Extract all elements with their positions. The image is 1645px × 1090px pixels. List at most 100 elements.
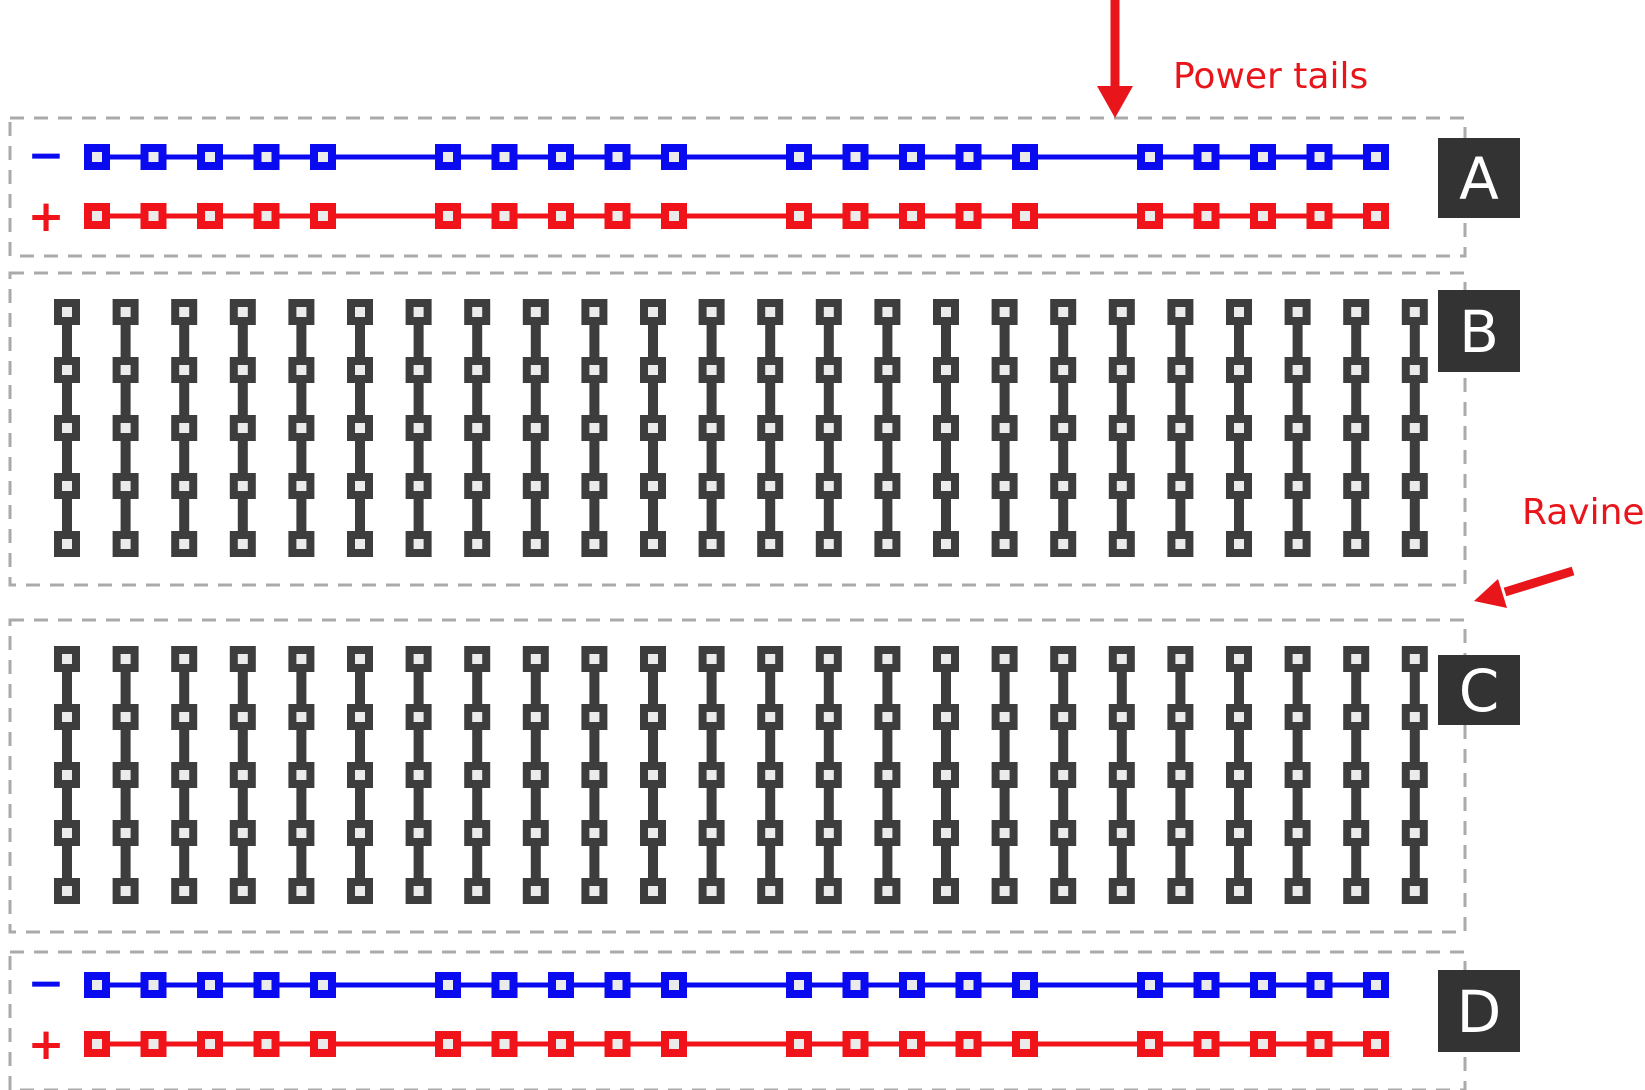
strip-hole-inner xyxy=(706,539,717,549)
strip-hole-inner xyxy=(413,828,424,838)
strip-hole-inner xyxy=(1351,654,1362,664)
strip-hole-inner xyxy=(413,770,424,780)
strip-hole-inner xyxy=(589,481,600,491)
rail-hole-inner xyxy=(1314,152,1325,162)
strip-hole-inner xyxy=(1175,654,1186,664)
strip-hole-inner xyxy=(1116,539,1127,549)
strip-hole-inner xyxy=(999,307,1010,317)
strip-hole-inner xyxy=(120,712,131,722)
strip-hole-inner xyxy=(120,886,131,896)
terminal-strips xyxy=(54,299,1428,904)
strip-hole-inner xyxy=(1234,539,1244,549)
rail-hole-inner xyxy=(205,1039,215,1049)
strip-hole-inner xyxy=(648,423,658,433)
rail-hole-inner xyxy=(1145,980,1155,990)
strip-hole-inner xyxy=(355,307,365,317)
rail-hole-inner xyxy=(1371,1039,1381,1049)
strip-hole-inner xyxy=(1292,307,1303,317)
rail-hole-inner xyxy=(205,211,215,221)
strip-hole-inner xyxy=(62,539,72,549)
strip-hole-inner xyxy=(882,481,893,491)
terminal-strip-b-column xyxy=(54,299,80,557)
strip-hole-inner xyxy=(530,539,541,549)
rail-hole-inner xyxy=(1145,211,1155,221)
strip-hole-inner xyxy=(120,828,131,838)
strip-hole-inner xyxy=(1351,539,1362,549)
terminal-strip-c-column xyxy=(1284,646,1311,904)
strip-hole-inner xyxy=(1292,423,1303,433)
strip-hole-inner xyxy=(62,828,72,838)
rail-hole-inner xyxy=(963,211,974,221)
strip-hole-inner xyxy=(120,307,131,317)
strip-hole-inner xyxy=(941,365,951,375)
rail-hole-inner xyxy=(850,152,861,162)
strip-hole-inner xyxy=(472,481,483,491)
rail-hole-inner xyxy=(669,211,679,221)
rail-hole-inner xyxy=(556,211,566,221)
rail-a-negative-sign: − xyxy=(28,130,65,181)
rail-hole-inner xyxy=(148,152,159,162)
strip-hole-inner xyxy=(1116,654,1127,664)
strip-hole-inner xyxy=(120,654,131,664)
strip-hole-inner xyxy=(296,654,307,664)
strip-hole-inner xyxy=(296,828,307,838)
strip-hole-inner xyxy=(1116,481,1127,491)
strip-hole-inner xyxy=(237,539,248,549)
rail-hole-inner xyxy=(1201,1039,1212,1049)
strip-hole-inner xyxy=(355,712,365,722)
power-rails: − + − + xyxy=(28,130,1389,1070)
strip-hole-inner xyxy=(1058,654,1069,664)
strip-hole-inner xyxy=(589,539,600,549)
rail-hole-inner xyxy=(205,152,215,162)
terminal-strip-b-column xyxy=(112,299,139,557)
strip-hole-inner xyxy=(648,539,658,549)
section-a-label: A xyxy=(1459,145,1499,213)
rail-hole-inner xyxy=(963,1039,974,1049)
strip-hole-inner xyxy=(882,886,893,896)
terminal-strip-b xyxy=(54,299,1428,557)
rail-hole-inner xyxy=(612,1039,623,1049)
terminal-strip-b-column xyxy=(522,299,549,557)
strip-hole-inner xyxy=(296,770,307,780)
strip-hole-inner xyxy=(1409,828,1420,838)
terminal-strip-c-column xyxy=(1108,646,1135,904)
strip-hole-inner xyxy=(1351,307,1362,317)
strip-hole-inner xyxy=(179,654,190,664)
strip-hole-inner xyxy=(296,886,307,896)
strip-hole-inner xyxy=(530,307,541,317)
strip-hole-inner xyxy=(999,886,1010,896)
strip-hole-inner xyxy=(1175,539,1186,549)
strip-hole-inner xyxy=(1351,423,1362,433)
strip-hole-inner xyxy=(1292,654,1303,664)
strip-hole-inner xyxy=(1175,481,1186,491)
strip-hole-inner xyxy=(296,539,307,549)
strip-hole-inner xyxy=(179,539,190,549)
strip-hole-inner xyxy=(648,886,658,896)
rail-hole-inner xyxy=(443,1039,453,1049)
strip-hole-inner xyxy=(62,365,72,375)
strip-hole-inner xyxy=(1409,481,1420,491)
strip-hole-inner xyxy=(941,423,951,433)
rail-hole-inner xyxy=(1145,152,1155,162)
rail-hole-inner xyxy=(1314,211,1325,221)
strip-hole-inner xyxy=(296,423,307,433)
strip-hole-inner xyxy=(62,712,72,722)
strip-hole-inner xyxy=(296,481,307,491)
strip-hole-inner xyxy=(530,365,541,375)
strip-hole-inner xyxy=(589,712,600,722)
strip-hole-inner xyxy=(823,886,834,896)
rail-hole-inner xyxy=(850,1039,861,1049)
rail-hole-inner xyxy=(148,211,159,221)
rail-hole-inner xyxy=(1201,152,1212,162)
rail-hole-inner xyxy=(92,1039,102,1049)
strip-hole-inner xyxy=(1116,886,1127,896)
section-a-label-bg xyxy=(1438,138,1520,218)
strip-hole-inner xyxy=(1058,712,1069,722)
strip-hole-inner xyxy=(472,712,483,722)
strip-hole-inner xyxy=(1234,481,1244,491)
strip-hole-inner xyxy=(413,307,424,317)
strip-hole-inner xyxy=(1292,886,1303,896)
rail-hole-inner xyxy=(1258,980,1268,990)
strip-hole-inner xyxy=(999,365,1010,375)
terminal-strip-b-column xyxy=(1226,299,1252,557)
